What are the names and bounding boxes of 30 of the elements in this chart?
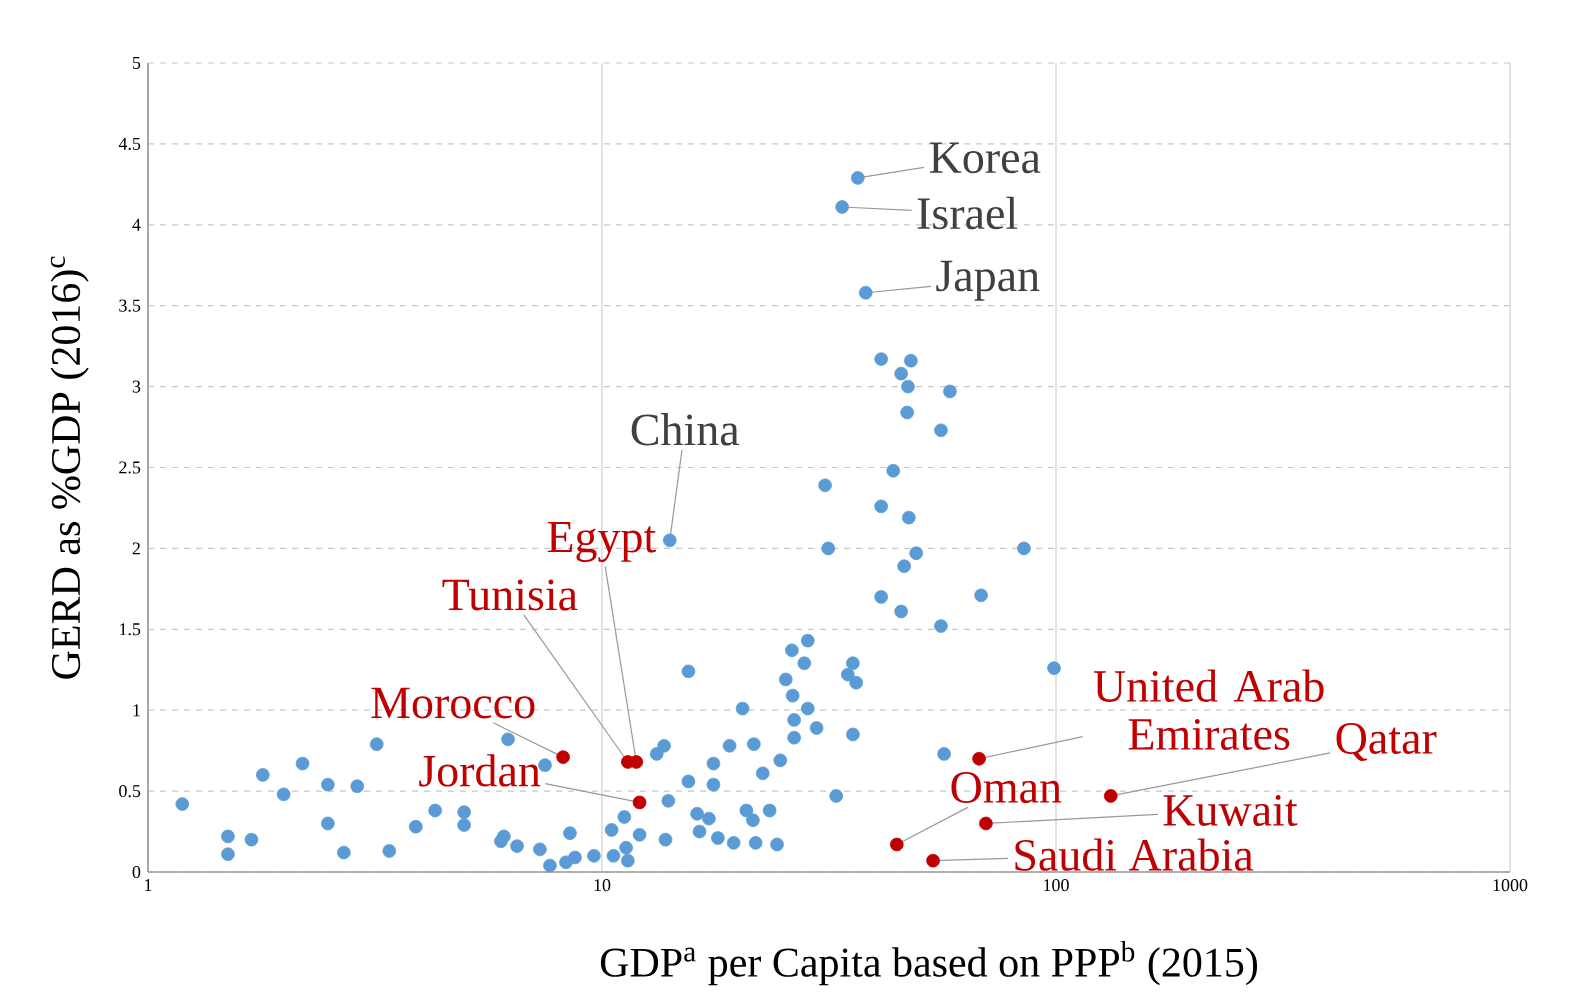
- annotation: Japan: [936, 260, 1040, 301]
- x-tick-label: 1000: [1493, 879, 1528, 892]
- y-tick-label: 3.5: [119, 299, 141, 312]
- y-tick-label: 5: [132, 57, 141, 69]
- annotation: Oman: [951, 772, 1062, 803]
- annotation: Egypt: [547, 521, 656, 563]
- x-axis-title: GDP$^{a}$ per Capita based on PPP$^{b}$ (2015): [600, 940, 1258, 986]
- annotation: China: [631, 413, 740, 446]
- annotation: Saudi Arabia: [1015, 838, 1254, 871]
- y-tick-label: 3: [132, 380, 141, 393]
- x-tick-label: 10: [594, 879, 611, 892]
- y-tick-label: 1.5: [120, 623, 141, 636]
- y-tick-label: 0: [132, 865, 141, 879]
- annotation: Jordan: [419, 754, 541, 787]
- annotation: Morocco: [371, 687, 535, 719]
- y-tick-label: 2.5: [119, 461, 141, 474]
- annotation: Israel: [917, 196, 1018, 230]
- y-tick-label: 0.5: [119, 784, 141, 798]
- y-tick-label: 4.5: [118, 137, 141, 150]
- y-tick-label: 4: [132, 218, 141, 231]
- annotation: Tunisia: [442, 579, 578, 611]
- x-tick-label: 100: [1044, 879, 1069, 892]
- y-tick-label: 2: [132, 542, 140, 555]
- annotation: Kuwait: [1163, 795, 1298, 826]
- x-tick-label: 1: [145, 879, 152, 891]
- annotation: Korea: [929, 142, 1041, 174]
- annotation: Qatar: [1336, 723, 1437, 761]
- annotation: United Arab Emirates: [1093, 669, 1324, 750]
- y-axis-title: GERD as %GDP (2016)$^{c}$: [50, 256, 89, 679]
- y-tick-label: 1: [133, 704, 140, 717]
